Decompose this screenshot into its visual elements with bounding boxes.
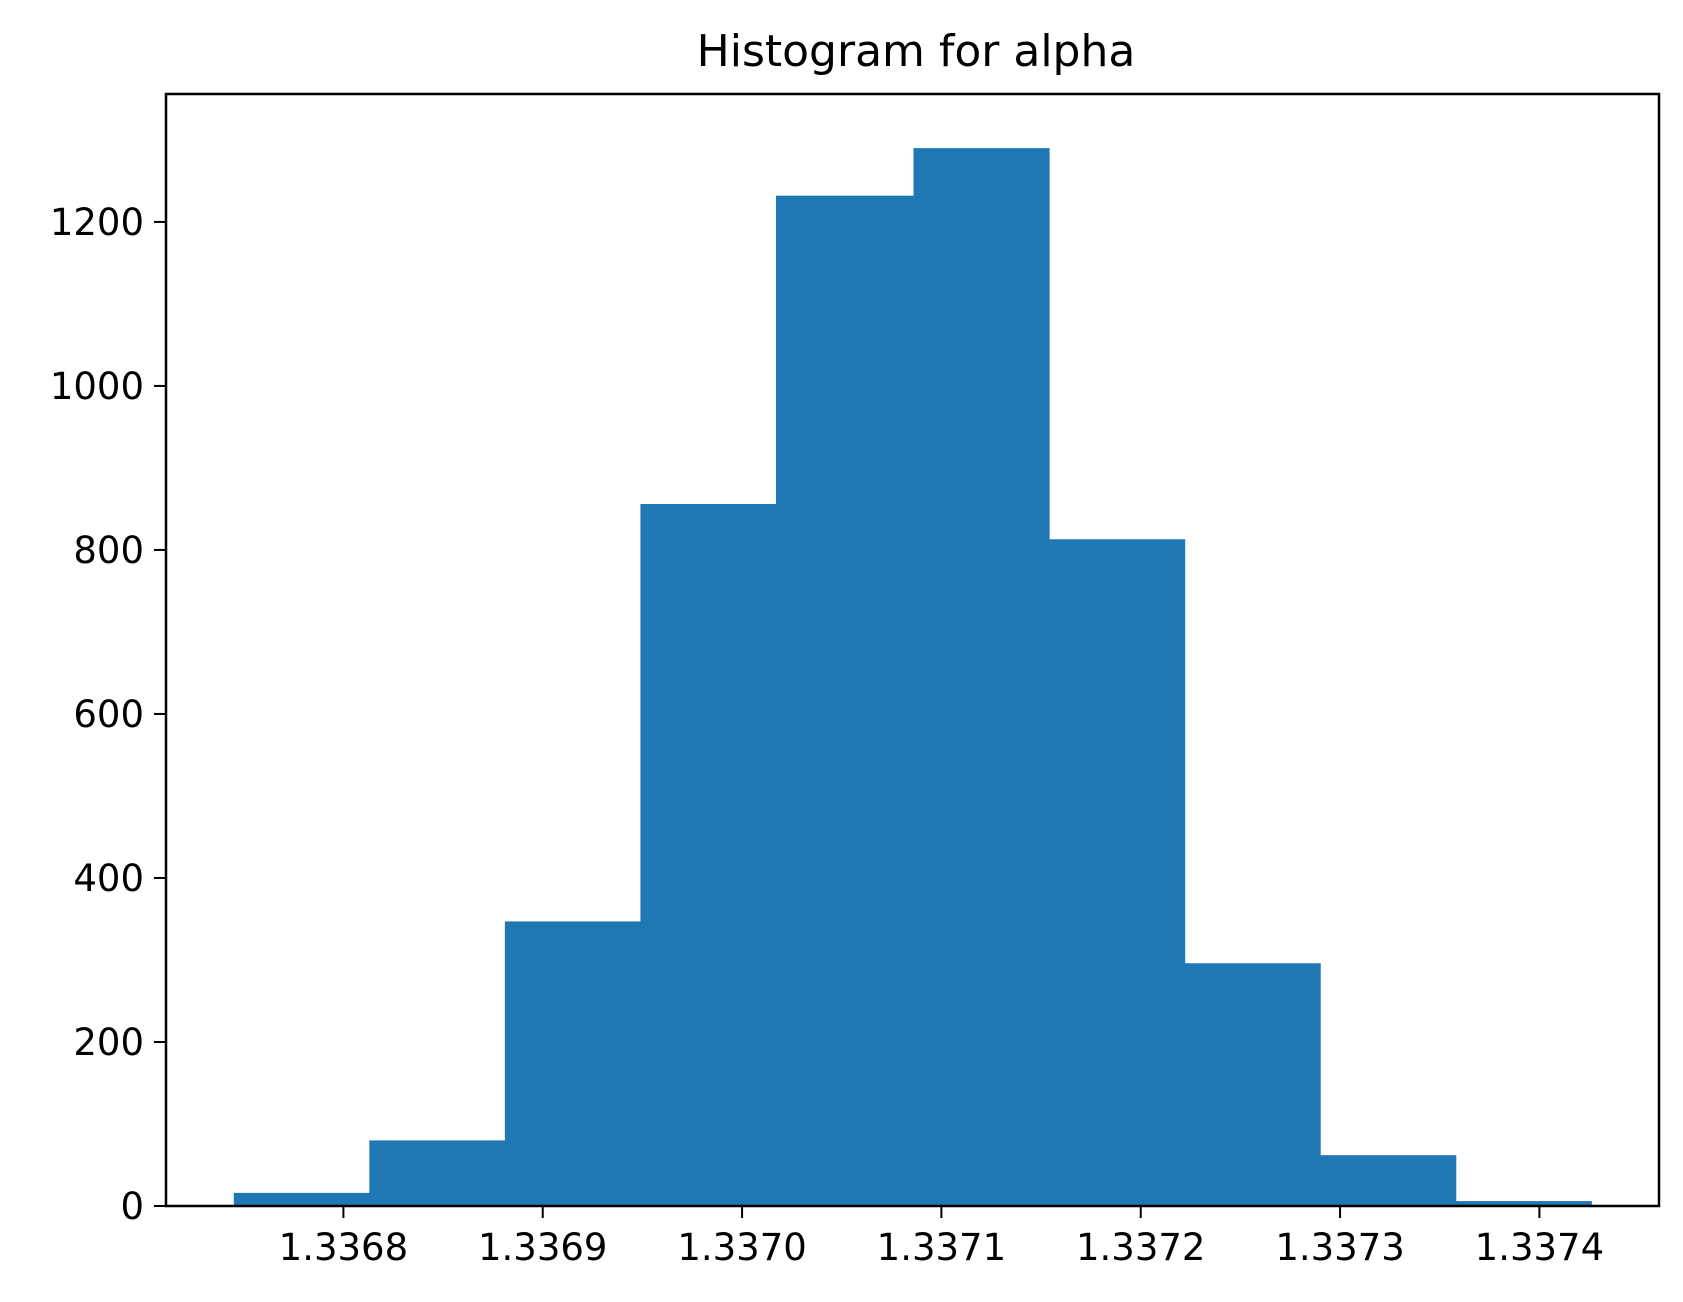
bars-group xyxy=(233,148,1592,1206)
histogram-bar-9 xyxy=(1320,1155,1457,1206)
plot-frame xyxy=(164,92,1661,1208)
x-tick-label-5: 1.3372 xyxy=(1076,1226,1205,1269)
y-tick-label-5: 800 xyxy=(73,529,144,572)
x-axis-ticks: 1.3368 1.3369 1.3370 1.3371 1.3372 1.3373 1.33… xyxy=(279,1206,1604,1269)
histogram-bar-4 xyxy=(640,504,777,1206)
x-tick-label-6: 1.3373 xyxy=(1275,1226,1404,1269)
y-tick-label-4: 600 xyxy=(73,693,144,736)
y-tick-label-2: 200 xyxy=(73,1021,144,1064)
x-tick-label-2: 1.3369 xyxy=(478,1226,607,1269)
x-tick-label-7: 1.3374 xyxy=(1475,1226,1604,1269)
x-tick-label-4: 1.3371 xyxy=(877,1226,1006,1269)
histogram-bar-6 xyxy=(913,148,1050,1206)
y-tick-label-3: 400 xyxy=(73,857,144,900)
y-axis-ticks: 0 200 400 600 800 1000 1200 xyxy=(50,201,166,1228)
y-tick-label-1: 0 xyxy=(120,1185,144,1228)
y-tick-label-7: 1200 xyxy=(50,201,144,244)
histogram-bar-2 xyxy=(369,1140,506,1206)
histogram-bar-10 xyxy=(1455,1201,1592,1206)
histogram-bar-7 xyxy=(1049,539,1186,1206)
y-tick-label-6: 1000 xyxy=(50,365,144,408)
histogram-bar-8 xyxy=(1184,963,1321,1206)
x-tick-label-1: 1.3368 xyxy=(279,1226,408,1269)
chart-title: Histogram for alpha xyxy=(697,26,1136,77)
histogram-bar-5 xyxy=(775,195,915,1206)
histogram-bar-1 xyxy=(233,1192,370,1206)
x-tick-label-3: 1.3370 xyxy=(677,1226,806,1269)
histogram-bar-3 xyxy=(504,921,642,1206)
